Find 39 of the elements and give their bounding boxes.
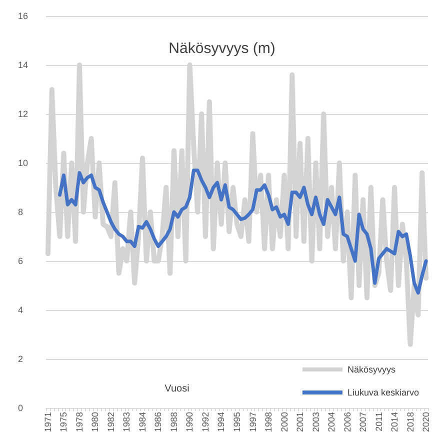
x-tick-label: 2003 — [310, 412, 321, 432]
x-tick-label: 2001 — [295, 412, 306, 432]
x-tick-label: 2004 — [326, 412, 337, 432]
line-series — [58, 168, 428, 295]
x-tick-label: 2014 — [390, 412, 400, 432]
legend-label: Näkösyvyys — [347, 364, 396, 374]
x-tick-label: 1978 — [74, 412, 84, 432]
legend-label: Liukuva keskiarvo — [347, 388, 420, 398]
x-tick-label: 2006 — [342, 412, 352, 432]
x-tick-label: 2007 — [358, 412, 368, 432]
y-tick-label: 0 — [18, 403, 24, 413]
x-tick-label: 1992 — [200, 412, 210, 432]
x-tick-label: 1980 — [90, 412, 100, 432]
x-tick-label: 1994 — [216, 412, 226, 432]
x-tick-label: 2020 — [421, 412, 432, 432]
y-tick-label: 10 — [18, 158, 28, 168]
x-tick-label: 2018 — [405, 412, 416, 432]
y-tick-label: 16 — [18, 11, 28, 21]
x-tick-label: 1995 — [232, 412, 242, 432]
x-axis-title: Vuosi — [164, 384, 190, 394]
x-tick-label: 2000 — [279, 412, 290, 432]
text: Näkösyvyys (m) — [168, 40, 276, 57]
x-tick-label: 1975 — [58, 412, 69, 432]
x-tick-label: 1986 — [153, 412, 164, 432]
x-tick-label: 1982 — [106, 412, 116, 432]
y-tick-label: 14 — [18, 60, 28, 70]
y-tick-label: 2 — [18, 354, 24, 364]
y-tick-label: 6 — [18, 256, 24, 266]
x-tick-label: 1983 — [122, 412, 132, 432]
x-tick-label: 1984 — [137, 412, 148, 432]
x-tick-label: 1998 — [264, 412, 274, 432]
x-tick-label: 1997 — [248, 412, 258, 432]
x-tick-label: 1971 — [42, 412, 53, 432]
y-tick-label: 12 — [18, 109, 28, 119]
y-tick-label: 4 — [18, 305, 24, 315]
x-tick-label: 2011 — [374, 412, 384, 432]
x-tick-label: 1990 — [184, 412, 195, 432]
y-tick-label: 8 — [18, 207, 24, 217]
x-tick-label: 1988 — [168, 412, 179, 432]
